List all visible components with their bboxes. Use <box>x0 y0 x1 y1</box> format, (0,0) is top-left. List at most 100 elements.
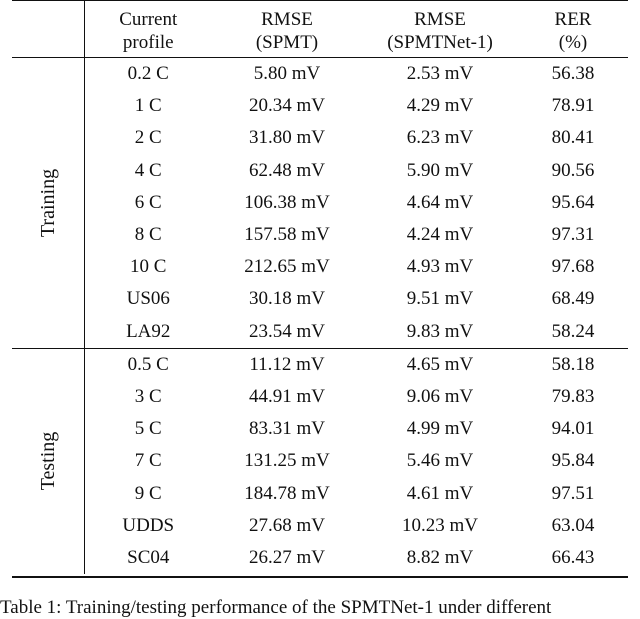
rmse-spmt-cell: 131.25 mV <box>244 450 330 472</box>
profile-cell: 6 C <box>134 191 162 213</box>
rmse-spmtnet-cell: 9.83 mV <box>406 320 474 342</box>
table-row: 3 C 44.91 mV 9.06 mV 79.83 <box>12 381 628 413</box>
rmse-spmtnet-cell: 9.06 mV <box>406 385 474 407</box>
header-line: (SPMTNet-1) <box>387 32 493 53</box>
rmse-spmt-cell: 26.27 mV <box>249 546 325 568</box>
rmse-spmt-cell: 5.80 mV <box>253 63 321 85</box>
header-current-profile: Current profile <box>84 0 212 58</box>
rer-cell: 94.01 <box>551 418 595 440</box>
rmse-spmtnet-cell: 10.23 mV <box>402 514 478 536</box>
rmse-spmtnet-cell: 8.82 mV <box>406 546 474 568</box>
rmse-spmt-cell: 23.54 mV <box>249 320 325 342</box>
table-row: 5 C 83.31 mV 4.99 mV 94.01 <box>12 413 628 445</box>
rmse-spmtnet-cell: 4.99 mV <box>406 418 474 440</box>
profile-cell: 7 C <box>134 450 162 472</box>
table-row: 4 C 62.48 mV 5.90 mV 90.56 <box>12 155 628 187</box>
rmse-spmt-cell: 62.48 mV <box>249 159 325 181</box>
rmse-spmtnet-cell: 9.51 mV <box>406 288 474 310</box>
profile-cell: 9 C <box>134 482 162 504</box>
rer-cell: 58.18 <box>518 347 628 381</box>
rer-cell: 97.31 <box>551 224 595 246</box>
table-caption: Table 1: Training/testing performance of… <box>0 597 552 618</box>
rer-cell: 58.24 <box>551 320 595 342</box>
table-row: 1 C 20.34 mV 4.29 mV 78.91 <box>12 90 628 122</box>
profile-cell: 2 C <box>134 127 162 149</box>
table-row: 10 C 212.65 mV 4.93 mV 97.68 <box>12 251 628 283</box>
rer-cell: 95.64 <box>551 191 595 213</box>
rmse-spmtnet-cell: 4.29 mV <box>406 95 474 117</box>
rmse-spmt-cell: 31.80 mV <box>249 127 325 149</box>
table-row: UDDS 27.68 mV 10.23 mV 63.04 <box>12 510 628 542</box>
group-label: Testing <box>36 432 59 491</box>
header-group-cell <box>12 0 85 58</box>
profile-cell: 3 C <box>134 385 162 407</box>
rmse-spmtnet-cell: 6.23 mV <box>406 127 474 149</box>
profile-cell: UDDS <box>122 514 175 536</box>
rer-cell: 68.49 <box>551 288 595 310</box>
table-row: LA92 23.54 mV 9.83 mV 58.24 <box>12 316 628 349</box>
rer-cell: 79.83 <box>551 385 595 407</box>
table-row: 7 C 131.25 mV 5.46 mV 95.84 <box>12 445 628 477</box>
rmse-spmtnet-cell: 4.64 mV <box>406 191 474 213</box>
table-row: SC04 26.27 mV 8.82 mV 66.43 <box>12 542 628 574</box>
header-rer: RER (%) <box>518 0 628 58</box>
header-rmse-spmtnet: RMSE (SPMTNet-1) <box>362 0 518 58</box>
rmse-spmt-cell: 106.38 mV <box>244 191 330 213</box>
table-row: Testing 0.5 C 11.12 mV 4.65 mV 58.18 <box>12 347 628 574</box>
profile-cell: 0.5 C <box>84 347 212 381</box>
rmse-spmt-cell: 44.91 mV <box>249 385 325 407</box>
profile-cell: 10 C <box>130 256 167 278</box>
group-cell: Training <box>12 57 85 349</box>
header-line: Current <box>119 9 178 30</box>
rmse-spmtnet-cell: 4.61 mV <box>406 482 474 504</box>
profile-cell: US06 <box>126 288 170 310</box>
header-line: RMSE <box>414 9 466 30</box>
table-row: Training 0.2 C 5.80 mV 2.53 mV 56.38 <box>12 57 628 349</box>
rmse-spmtnet-cell: 5.90 mV <box>406 159 474 181</box>
results-table-container: Current profile RMSE (SPMT) RMSE (SPMTNe… <box>12 0 628 578</box>
rmse-comparison-table: Current profile RMSE (SPMT) RMSE (SPMTNe… <box>12 0 628 574</box>
rer-cell: 90.56 <box>551 159 595 181</box>
rmse-spmt-cell: 212.65 mV <box>244 256 330 278</box>
profile-cell: 4 C <box>134 159 162 181</box>
group-cell: Testing <box>12 347 85 574</box>
rer-cell: 66.43 <box>551 546 595 568</box>
header-line: (%) <box>558 32 588 53</box>
rer-cell: 97.51 <box>551 482 595 504</box>
rmse-spmtnet-cell: 4.93 mV <box>406 256 474 278</box>
table-row: 2 C 31.80 mV 6.23 mV 80.41 <box>12 122 628 154</box>
rmse-spmt-cell: 30.18 mV <box>249 288 325 310</box>
rmse-spmt-cell: 83.31 mV <box>249 418 325 440</box>
header-line: RER <box>554 9 592 30</box>
rmse-spmt-cell: 27.68 mV <box>249 514 325 536</box>
rer-cell: 56.38 <box>551 63 595 85</box>
profile-cell: 0.2 C <box>127 63 169 85</box>
rmse-spmtnet-cell: 4.65 mV <box>362 347 518 381</box>
rer-cell: 63.04 <box>551 514 595 536</box>
table-row: 8 C 157.58 mV 4.24 mV 97.31 <box>12 219 628 251</box>
header-rmse-spmt: RMSE (SPMT) <box>212 0 362 58</box>
rmse-spmtnet-cell: 4.24 mV <box>406 224 474 246</box>
group-label: Training <box>36 168 59 237</box>
table-header-row: Current profile RMSE (SPMT) RMSE (SPMTNe… <box>12 0 628 58</box>
rmse-spmt-cell: 11.12 mV <box>212 347 362 381</box>
table-top-rule <box>12 0 628 1</box>
rer-cell: 78.91 <box>551 95 595 117</box>
profile-cell: SC04 <box>127 546 170 568</box>
header-line: (SPMT) <box>255 32 319 53</box>
rmse-spmt-cell: 184.78 mV <box>244 482 330 504</box>
table-row: US06 30.18 mV 9.51 mV 68.49 <box>12 283 628 315</box>
rmse-spmt-cell: 20.34 mV <box>249 95 325 117</box>
table-row: 6 C 106.38 mV 4.64 mV 95.64 <box>12 187 628 219</box>
table-body: Training 0.2 C 5.80 mV 2.53 mV 56.38 1 C 20.34… <box>12 57 628 574</box>
rmse-spmt-cell: 157.58 mV <box>244 224 330 246</box>
header-line: RMSE <box>261 9 313 30</box>
profile-cell: 8 C <box>134 224 162 246</box>
profile-cell: LA92 <box>126 320 171 342</box>
profile-cell: 1 C <box>134 95 162 117</box>
rer-cell: 95.84 <box>551 450 595 472</box>
table-bottom-rule <box>12 576 628 578</box>
table-row: 9 C 184.78 mV 4.61 mV 97.51 <box>12 477 628 509</box>
rmse-spmtnet-cell: 5.46 mV <box>406 450 474 472</box>
rer-cell: 80.41 <box>551 127 595 149</box>
